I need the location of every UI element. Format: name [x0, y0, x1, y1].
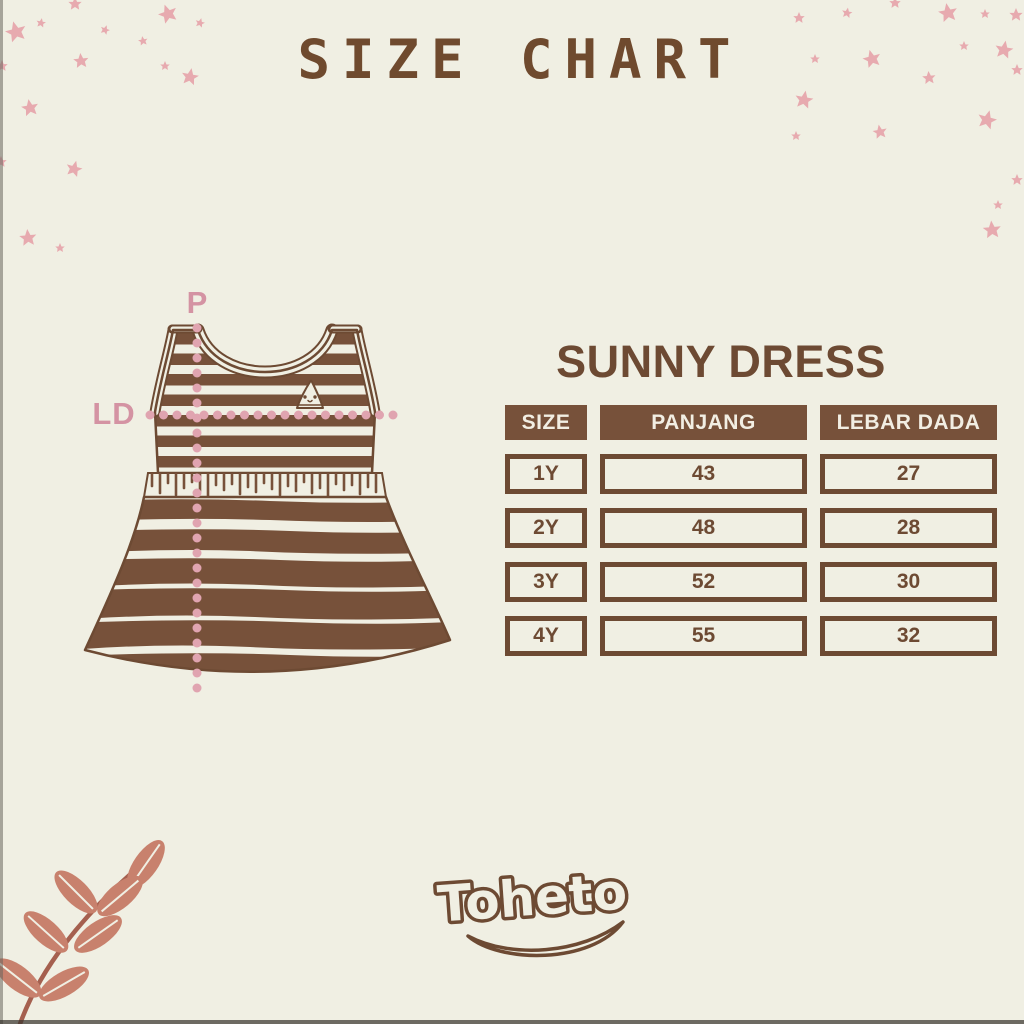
scan-edge-left	[0, 0, 3, 1024]
table-row-size: 3Y	[505, 562, 587, 602]
dress-bodice	[149, 323, 381, 475]
table-row-size: 4Y	[505, 616, 587, 656]
table-row-panjang: 52	[600, 562, 807, 602]
size-table: SIZE PANJANG LEBAR DADA 1Y 43 27 2Y 48 2…	[505, 405, 997, 656]
brand-logo-text: Toheto	[436, 862, 629, 933]
page-title: SIZE CHART	[297, 28, 743, 91]
table-row-size: 1Y	[505, 454, 587, 494]
table-row-size: 2Y	[505, 508, 587, 548]
dress-waist-ruffle	[142, 472, 388, 498]
chest-measure-line	[145, 410, 398, 420]
leaf-branch-icon	[0, 840, 165, 1024]
table-row-lebar-dada: 27	[820, 454, 997, 494]
length-measure-line	[192, 323, 202, 693]
logo-swoosh	[466, 920, 625, 958]
dress-illustration: P LD	[70, 280, 470, 700]
table-row-lebar-dada: 32	[820, 616, 997, 656]
table-row-panjang: 55	[600, 616, 807, 656]
size-table-header-size: SIZE	[505, 405, 587, 440]
chest-measure-label: LD	[92, 396, 136, 431]
table-row-panjang: 43	[600, 454, 807, 494]
length-measure-label: P	[186, 285, 208, 320]
product-name: SUNNY DRESS	[556, 336, 886, 387]
size-table-header-lebar-dada: LEBAR DADA	[820, 405, 997, 440]
chest-motif-icon	[296, 379, 324, 409]
scan-edge-bottom	[0, 1020, 1024, 1024]
table-row-lebar-dada: 28	[820, 508, 997, 548]
brand-logo: Toheto	[423, 859, 653, 970]
dress-skirt	[83, 495, 452, 673]
table-row-panjang: 48	[600, 508, 807, 548]
table-row-lebar-dada: 30	[820, 562, 997, 602]
size-table-header-panjang: PANJANG	[600, 405, 807, 440]
